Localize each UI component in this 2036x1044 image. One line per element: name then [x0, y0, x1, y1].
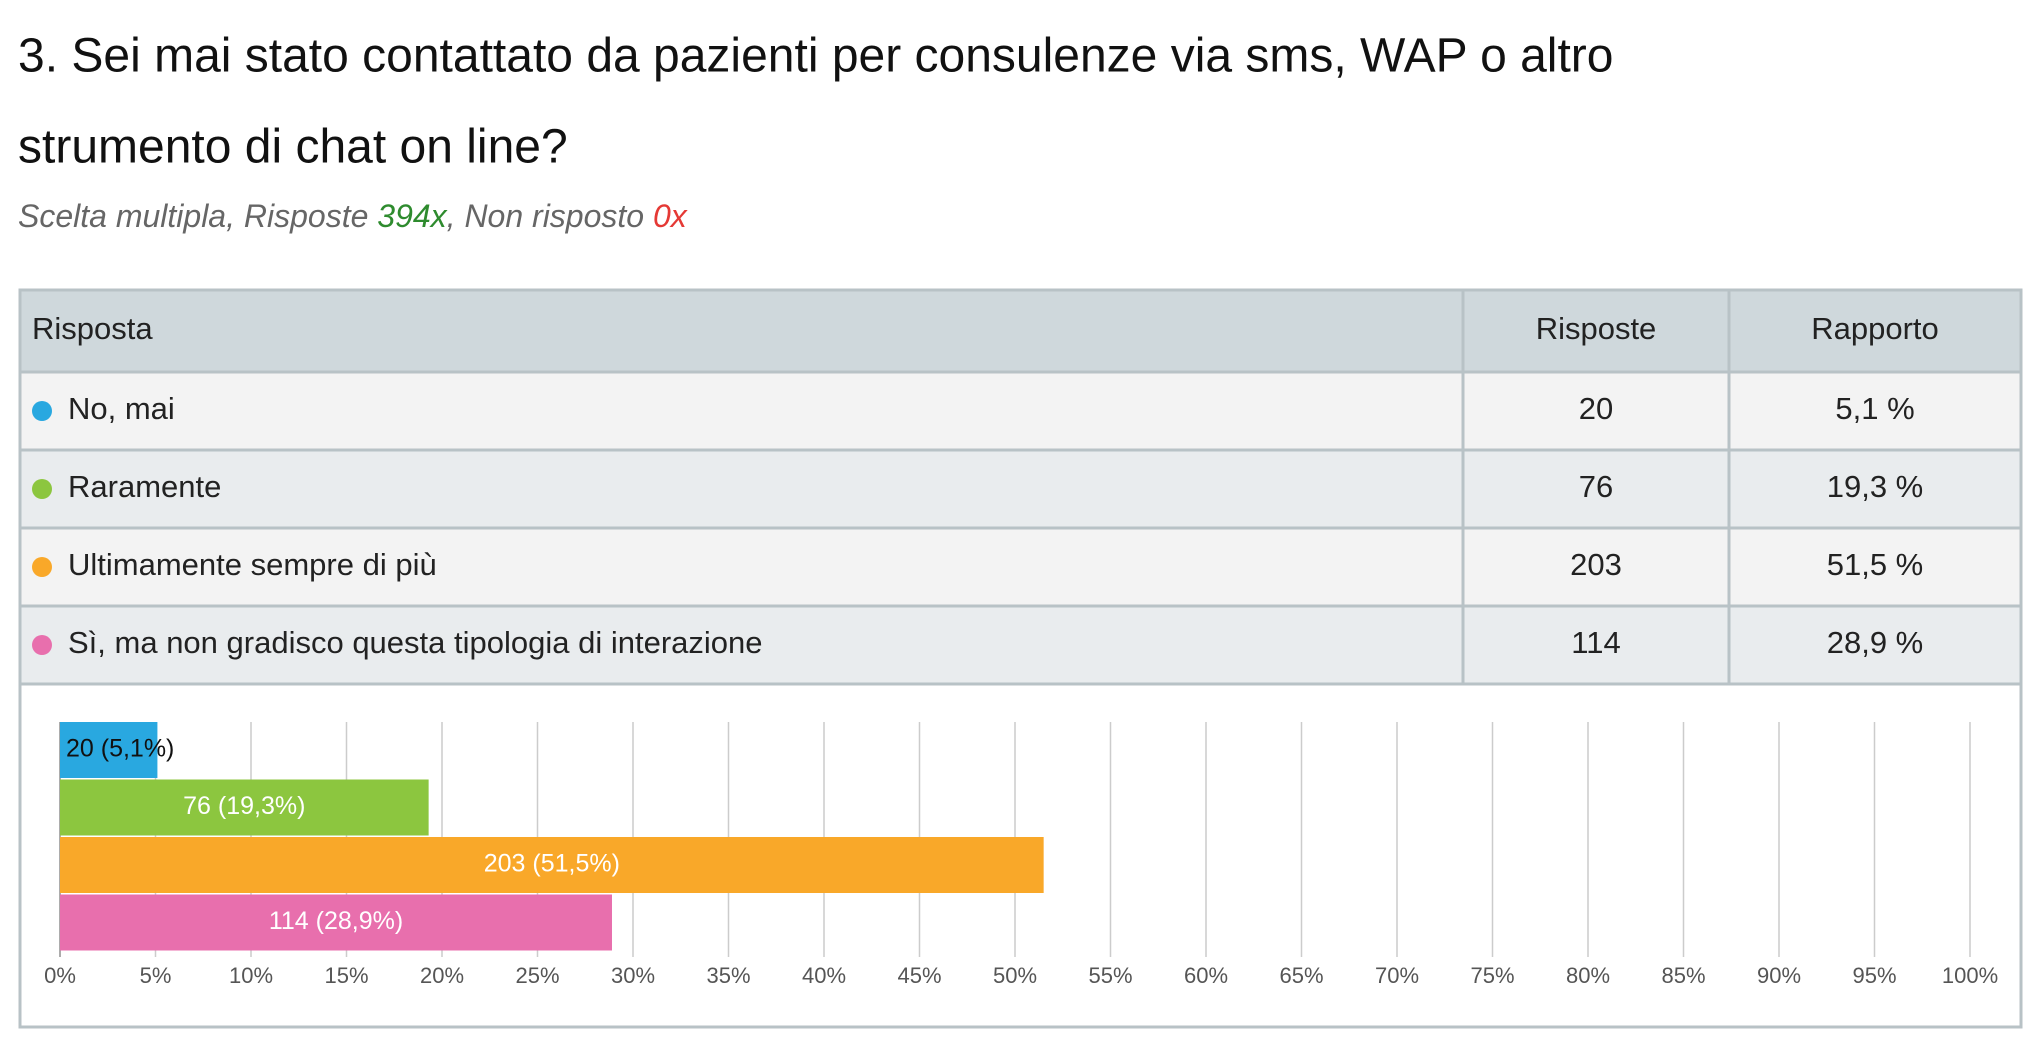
- subtitle-part: 0x: [653, 198, 688, 234]
- title-line: strumento di chat on line?: [18, 121, 568, 174]
- x-tick-label: 80%: [1566, 963, 1610, 988]
- answer-ratio: 28,9 %: [1827, 625, 1924, 660]
- x-tick-label: 35%: [706, 963, 750, 988]
- bar: [60, 894, 612, 951]
- table-border: [18, 288, 2023, 1029]
- x-tick-label: 50%: [993, 963, 1037, 988]
- x-tick-label: 0%: [44, 963, 76, 988]
- answer-ratio: 19,3 %: [1827, 469, 1924, 504]
- bar-value-label: 114 (28,9%): [269, 907, 403, 935]
- answer-label: Sì, ma non gradisco questa tipologia di …: [68, 625, 763, 660]
- x-tick-label: 100%: [1942, 963, 1998, 988]
- bar-value-label: 203 (51,5%): [484, 850, 620, 878]
- answer-count: 203: [1570, 547, 1622, 582]
- x-tick-label: 75%: [1470, 963, 1514, 988]
- x-tick-label: 90%: [1757, 963, 1801, 988]
- title-line: 3. Sei mai stato contattato da pazienti …: [18, 30, 1613, 83]
- table-row-bg: [20, 450, 2021, 528]
- x-tick-label: 70%: [1375, 963, 1419, 988]
- table-row-bg: [20, 528, 2021, 606]
- x-tick-label: 45%: [897, 963, 941, 988]
- x-tick-label: 85%: [1661, 963, 1705, 988]
- x-tick-label: 60%: [1184, 963, 1228, 988]
- bar: [60, 779, 429, 836]
- x-tick-label: 20%: [420, 963, 464, 988]
- bar-value-label: 20 (5,1%): [66, 735, 174, 763]
- x-tick-label: 55%: [1088, 963, 1132, 988]
- table-header-cell: Risposta: [32, 311, 153, 346]
- bar-value-label: 76 (19,3%): [183, 792, 305, 820]
- x-tick-label: 30%: [611, 963, 655, 988]
- answer-count: 114: [1571, 625, 1620, 660]
- x-tick-label: 25%: [515, 963, 559, 988]
- answer-count: 76: [1579, 469, 1613, 504]
- subtitle-part: , Non risposto: [447, 198, 653, 234]
- subtitle: Scelta multipla, Risposte 394x, Non risp…: [18, 198, 688, 234]
- answer-ratio: 51,5 %: [1827, 547, 1924, 582]
- legend-dot: [32, 557, 52, 577]
- legend-dot: [32, 635, 52, 655]
- answer-label: No, mai: [68, 391, 175, 426]
- x-tick-label: 65%: [1279, 963, 1323, 988]
- table-header-cell: Risposte: [1536, 311, 1657, 346]
- legend-dot: [32, 479, 52, 499]
- x-tick-label: 5%: [140, 963, 172, 988]
- table-row-bg: [20, 372, 2021, 450]
- subtitle-part: Scelta multipla, Risposte: [18, 198, 377, 234]
- subtitle-part: 394x: [377, 198, 447, 234]
- x-tick-label: 40%: [802, 963, 846, 988]
- bar: [60, 722, 158, 778]
- x-tick-label: 10%: [229, 963, 273, 988]
- legend-dot: [32, 401, 52, 421]
- answer-count: 20: [1579, 391, 1613, 426]
- answer-label: Raramente: [68, 469, 221, 504]
- answer-label: Ultimamente sempre di più: [68, 547, 437, 582]
- x-tick-label: 15%: [324, 963, 368, 988]
- x-tick-label: 95%: [1852, 963, 1896, 988]
- table-header-bg: [20, 290, 2021, 372]
- table-header-cell: Rapporto: [1811, 311, 1939, 346]
- bar: [60, 837, 1044, 893]
- answer-ratio: 5,1 %: [1835, 391, 1914, 426]
- table-row-bg: [20, 606, 2021, 684]
